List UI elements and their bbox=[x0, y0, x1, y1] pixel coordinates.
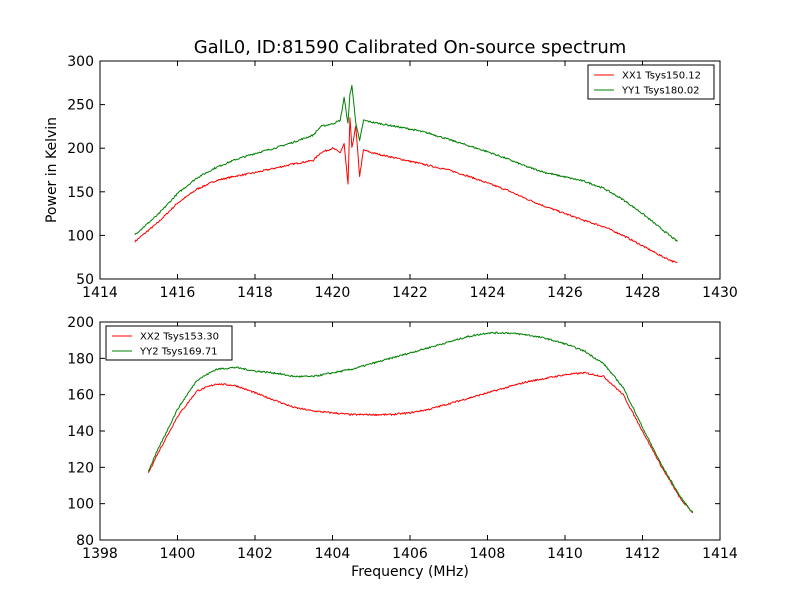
bottom-y-tick-label: 120 bbox=[67, 460, 94, 476]
bottom-series-line-2 bbox=[147, 331, 694, 513]
bottom-panel: 1398 1400 1402 1404 1406 1408 1410 1412 1414 80 10… bbox=[67, 315, 738, 562]
top-y-tick-label: 250 bbox=[67, 98, 94, 114]
bottom-legend-entry: XX2 Tsys153.30 bbox=[140, 332, 219, 343]
top-x-tick-label: 1420 bbox=[315, 285, 351, 301]
bottom-legend-entry: YY2 Tsys169.71 bbox=[139, 347, 218, 358]
top-y-tick-label: 50 bbox=[76, 272, 94, 288]
bottom-x-tick-label: 1408 bbox=[470, 546, 506, 562]
bottom-x-tick-label: 1398 bbox=[82, 546, 118, 562]
top-x-tick-label: 1422 bbox=[392, 285, 428, 301]
top-x-tick-label: 1424 bbox=[470, 285, 506, 301]
top-y-tick-label: 150 bbox=[67, 185, 94, 201]
bottom-x-tick-label: 1412 bbox=[625, 546, 661, 562]
bottom-y-tick-label: 200 bbox=[67, 315, 94, 331]
top-x-tick-label: 1426 bbox=[547, 285, 583, 301]
bottom-y-tick-label: 160 bbox=[67, 388, 94, 404]
top-y-tick-label: 200 bbox=[67, 141, 94, 157]
bottom-x-axis-label: Frequency (MHz) bbox=[351, 564, 469, 580]
bottom-x-tick-label: 1400 bbox=[160, 546, 196, 562]
bottom-series-line-1 bbox=[147, 371, 693, 513]
bottom-legend: XX2 Tsys153.30 YY2 Tsys169.71 bbox=[105, 325, 233, 361]
bottom-y-tick-label: 100 bbox=[67, 497, 94, 513]
top-x-tick-label: 1428 bbox=[625, 285, 661, 301]
top-panel: 1414 1416 1418 1420 1422 1424 1426 1428 1430 50 10… bbox=[67, 54, 738, 301]
top-x-tick-label: 1430 bbox=[702, 285, 738, 301]
bottom-y-tick-label: 180 bbox=[67, 351, 94, 367]
bottom-x-tick-label: 1402 bbox=[237, 546, 273, 562]
bottom-x-tick-label: 1414 bbox=[702, 546, 738, 562]
top-legend: XX1 Tsys150.12 YY1 Tsys180.02 bbox=[587, 64, 715, 100]
bottom-x-tick-label: 1410 bbox=[547, 546, 583, 562]
bottom-x-tick-label: 1406 bbox=[392, 546, 428, 562]
top-x-tick-label: 1418 bbox=[237, 285, 273, 301]
top-legend-entry: XX1 Tsys150.12 bbox=[622, 71, 701, 82]
top-y-tick-label: 300 bbox=[67, 54, 94, 70]
figure-title: GalL0, ID:81590 Calibrated On-source spe… bbox=[194, 37, 627, 58]
top-x-tick-label: 1414 bbox=[82, 285, 118, 301]
top-series-line-2 bbox=[134, 84, 678, 242]
top-y-axis-label: Power in Kelvin bbox=[44, 117, 60, 223]
top-y-tick-label: 100 bbox=[67, 228, 94, 244]
bottom-y-tick-label: 80 bbox=[76, 533, 94, 549]
top-series-line-1 bbox=[134, 117, 678, 264]
top-x-tick-label: 1416 bbox=[160, 285, 196, 301]
bottom-legend-box bbox=[105, 325, 233, 361]
top-legend-box bbox=[587, 64, 715, 100]
top-legend-entry: YY1 Tsys180.02 bbox=[621, 86, 700, 97]
bottom-y-tick-label: 140 bbox=[67, 424, 94, 440]
bottom-x-tick-label: 1404 bbox=[315, 546, 351, 562]
